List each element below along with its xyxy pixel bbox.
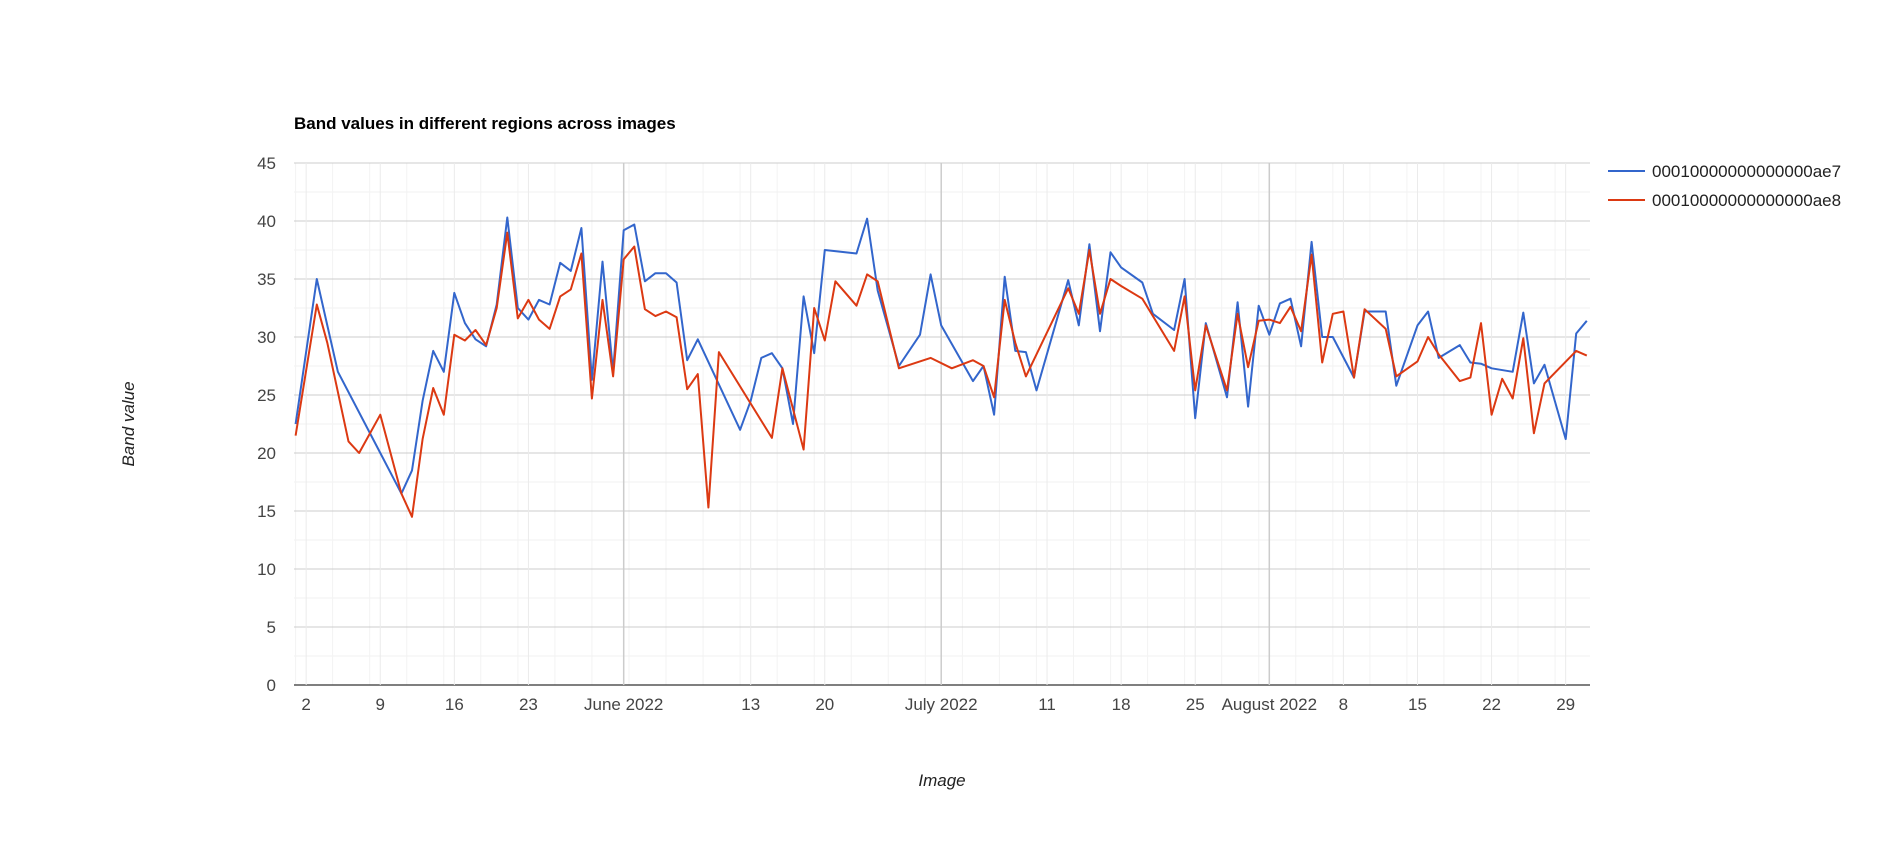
y-tick-label: 5 xyxy=(267,618,276,637)
y-axis-title: Band value xyxy=(119,381,138,466)
x-tick-label: 22 xyxy=(1482,695,1501,714)
x-tick-label: 9 xyxy=(376,695,385,714)
legend-label-series-1: 00010000000000000ae7 xyxy=(1652,162,1841,181)
x-tick-label: 11 xyxy=(1038,695,1056,714)
y-tick-label: 30 xyxy=(257,328,276,347)
y-tick-label: 25 xyxy=(257,386,276,405)
y-tick-label: 0 xyxy=(267,676,276,695)
series-line-2 xyxy=(294,231,1588,518)
x-tick-label: June 2022 xyxy=(584,695,663,714)
x-axis-title: Image xyxy=(918,771,965,790)
legend-item[interactable]: 00010000000000000ae8 xyxy=(1608,191,1841,210)
y-tick-label: 15 xyxy=(257,502,276,521)
x-tick-label: 25 xyxy=(1186,695,1205,714)
legend: 00010000000000000ae7 00010000000000000ae… xyxy=(1608,162,1841,210)
chart-title: Band values in different regions across … xyxy=(294,114,676,133)
x-tick-label: 15 xyxy=(1408,695,1427,714)
x-tick-label: 23 xyxy=(519,695,538,714)
x-tick-label: 29 xyxy=(1556,695,1575,714)
y-tick-label: 35 xyxy=(257,270,276,289)
y-tick-label: 45 xyxy=(257,154,276,173)
grid-layer xyxy=(294,162,1590,686)
x-tick-label: August 2022 xyxy=(1222,695,1317,714)
x-tick-label: 13 xyxy=(741,695,760,714)
y-tick-label: 40 xyxy=(257,212,276,231)
x-tick-label: 16 xyxy=(445,695,464,714)
x-tick-label: 20 xyxy=(815,695,834,714)
series-layer xyxy=(294,216,1588,518)
y-tick-label: 20 xyxy=(257,444,276,463)
x-tick-label: July 2022 xyxy=(905,695,978,714)
x-tick-label: 2 xyxy=(301,695,310,714)
legend-item[interactable]: 00010000000000000ae7 xyxy=(1608,162,1841,181)
x-tick-label: 18 xyxy=(1112,695,1131,714)
x-tick-label: 8 xyxy=(1339,695,1348,714)
legend-label-series-2: 00010000000000000ae8 xyxy=(1652,191,1841,210)
y-tick-label: 10 xyxy=(257,560,276,579)
